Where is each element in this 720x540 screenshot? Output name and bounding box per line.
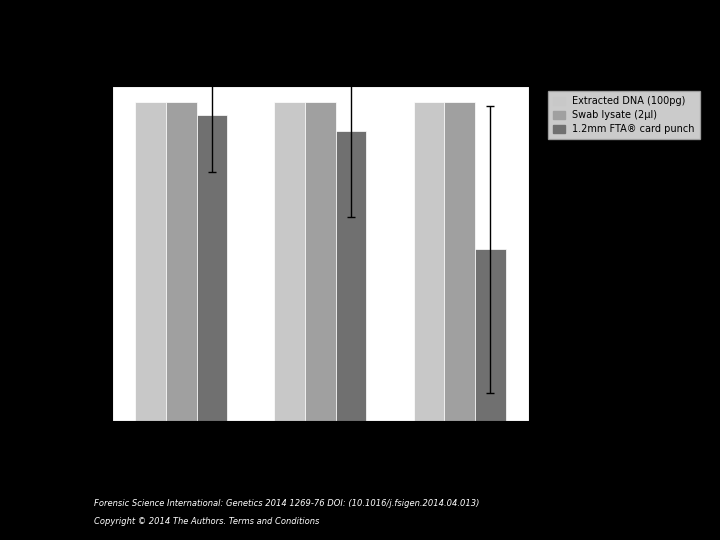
Bar bbox=[305, 103, 336, 421]
Bar bbox=[336, 131, 366, 421]
Bar bbox=[444, 103, 475, 421]
Bar bbox=[135, 103, 166, 421]
Bar bbox=[197, 115, 227, 421]
Bar bbox=[414, 103, 444, 421]
Text: Fig. 5: Fig. 5 bbox=[341, 22, 379, 36]
Text: Copyright © 2014 The Authors. Terms and Conditions: Copyright © 2014 The Authors. Terms and … bbox=[94, 517, 319, 526]
Legend: Extracted DNA (100pg), Swab lysate (2µl), 1.2mm FTA® card punch: Extracted DNA (100pg), Swab lysate (2µl)… bbox=[548, 91, 700, 139]
Bar bbox=[475, 249, 505, 421]
Bar bbox=[166, 103, 197, 421]
Text: Forensic Science International: Genetics 2014 1269-76 DOI: (10.1016/j.fsigen.201: Forensic Science International: Genetics… bbox=[94, 498, 479, 508]
Y-axis label: % Alleles Called: % Alleles Called bbox=[58, 210, 68, 298]
Bar bbox=[274, 103, 305, 421]
